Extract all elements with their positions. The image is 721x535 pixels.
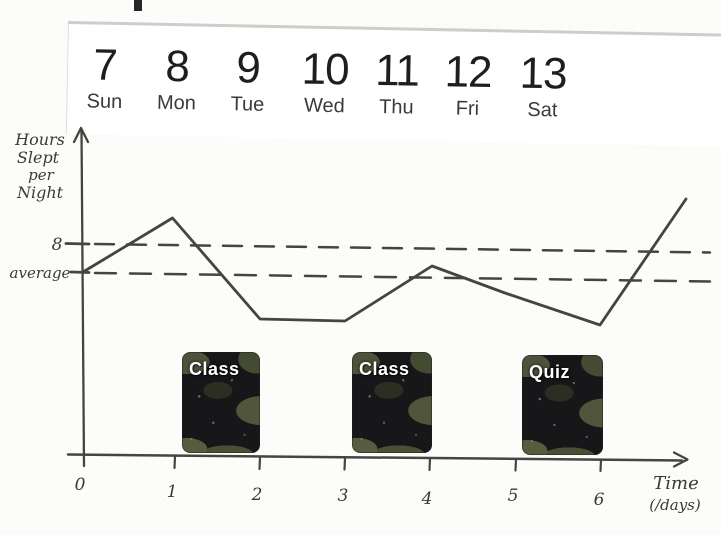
event-box-class-1: Class xyxy=(182,352,260,453)
x-tick-label-4: 4 xyxy=(421,489,433,509)
event-label: Class xyxy=(189,359,240,379)
x-tick-label-5: 5 xyxy=(508,486,519,506)
y-axis-label-line2: Slept xyxy=(17,148,60,167)
x-axis-line xyxy=(66,453,684,462)
event-label: Quiz xyxy=(529,362,570,382)
sleep-data-line xyxy=(81,197,688,327)
y-axis-label-line3: per xyxy=(28,166,54,184)
x-tick-label-0: 0 xyxy=(75,475,86,495)
reference-line-average xyxy=(93,271,712,283)
event-box-quiz: Quiz xyxy=(522,355,603,455)
y-tick-8 xyxy=(64,242,91,246)
x-axis-unit-label: (/days) xyxy=(649,496,701,514)
x-axis-arrow-icon xyxy=(672,451,689,468)
reference-line-8-hours xyxy=(93,242,712,254)
y-axis-label-line1: Hours xyxy=(14,130,65,149)
y-axis-label-line4: Night xyxy=(16,183,64,202)
x-axis-ticks xyxy=(173,455,603,473)
x-tick-label-3: 3 xyxy=(338,486,349,506)
y-axis-arrow-icon xyxy=(72,126,90,144)
x-tick-label-2: 2 xyxy=(251,485,263,505)
average-label: average xyxy=(10,264,71,282)
event-label: Class xyxy=(359,359,410,379)
event-box-class-2: Class xyxy=(352,352,432,453)
x-tick-label-1: 1 xyxy=(167,482,178,502)
y-tick-label-8: 8 xyxy=(52,235,63,255)
x-axis-label: Time xyxy=(653,473,698,494)
y-axis-line xyxy=(80,129,86,468)
y-tick-average xyxy=(69,270,91,274)
x-tick-label-6: 6 xyxy=(594,490,605,510)
scan-artifact-mark xyxy=(134,0,142,11)
